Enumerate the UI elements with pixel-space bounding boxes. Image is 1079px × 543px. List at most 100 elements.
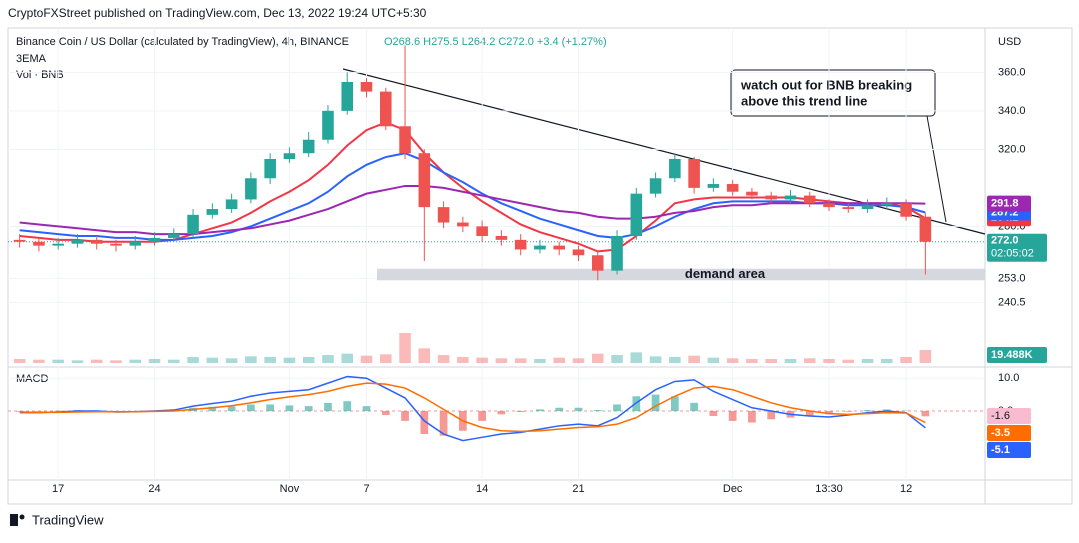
symbol: Binance Coin / US Dollar (calculated by …	[16, 36, 349, 48]
candle-body	[341, 82, 353, 111]
price-tag-label: 272.0	[991, 235, 1019, 247]
volume-bar	[52, 360, 64, 363]
volume-bar	[438, 355, 450, 363]
volume-bar	[843, 360, 855, 363]
indicator: 3EMA	[16, 53, 47, 65]
histogram-bar	[555, 408, 563, 411]
candle-body	[399, 126, 411, 153]
candle-body	[708, 184, 720, 188]
volume-bar	[515, 358, 527, 363]
candle-body	[900, 203, 912, 216]
histogram-bar	[922, 411, 930, 416]
currency: USD	[998, 36, 1021, 48]
volume-bar	[881, 359, 893, 363]
candle-body	[534, 246, 546, 250]
candle-body	[862, 205, 874, 209]
volume-bar	[534, 359, 546, 363]
candle-body	[14, 240, 26, 242]
candle-body	[226, 199, 238, 209]
demand-area-label: demand area	[685, 266, 766, 281]
x-tick-label: 17	[52, 483, 64, 495]
histogram-bar	[594, 410, 602, 411]
candle-body	[438, 207, 450, 222]
y-tick-label: 360.0	[998, 66, 1026, 78]
volume-bar	[187, 357, 199, 363]
candle-body	[322, 111, 334, 140]
histogram-bar	[305, 406, 313, 411]
histogram-bar	[343, 401, 351, 411]
y-tick-label: 320.0	[998, 143, 1026, 155]
histogram-bar	[401, 411, 409, 421]
volume-bar	[91, 360, 103, 363]
histogram-bar	[478, 411, 486, 421]
histogram-bar	[844, 411, 852, 412]
candle-body	[496, 236, 508, 240]
logo	[10, 514, 18, 526]
volume-bar	[553, 358, 565, 363]
annotation-line: watch out for BNB breaking	[740, 77, 912, 92]
x-tick-label: 24	[148, 483, 160, 495]
volume-bar	[920, 350, 932, 363]
candle-body	[843, 207, 855, 209]
x-tick-label: 21	[572, 483, 584, 495]
histogram-bar	[286, 405, 294, 411]
candle-body	[264, 159, 276, 178]
price-tag-label: -5.1	[991, 444, 1010, 456]
candle-body	[110, 244, 122, 246]
volume-bar	[207, 358, 219, 363]
candle-body	[785, 196, 797, 200]
candle-body	[52, 244, 64, 246]
candle-body	[303, 140, 315, 153]
volume-bar	[765, 359, 777, 363]
price-tag-label: 291.8	[991, 198, 1019, 210]
candle-body	[592, 255, 604, 270]
volume-bar	[611, 355, 623, 363]
histogram-bar	[575, 408, 583, 411]
volume-bar	[727, 358, 739, 363]
y-tick-label: 10.0	[998, 372, 1019, 384]
candle-body	[419, 153, 431, 207]
volume-bar	[573, 358, 585, 363]
countdown: 02:05:02	[991, 248, 1034, 260]
candle-body	[553, 246, 565, 250]
volume-bar	[496, 358, 508, 363]
histogram-bar	[382, 411, 390, 415]
candle-body	[669, 159, 681, 178]
volume-bar	[264, 357, 276, 363]
volume-bar	[862, 359, 874, 363]
histogram-bar	[710, 411, 718, 416]
y-tick-label: 253.0	[998, 272, 1026, 284]
candle-body	[149, 238, 161, 242]
volume-bar	[284, 358, 296, 363]
histogram-bar	[536, 409, 544, 411]
histogram-bar	[228, 406, 236, 411]
volume-bar	[341, 354, 353, 363]
volume-bar	[900, 357, 912, 363]
x-tick-label: Dec	[723, 483, 743, 495]
ohlc: O268.6 H275.5 L264.2 C272.0 +3.4 (+1.27%…	[384, 36, 607, 48]
volume-bar	[669, 357, 681, 363]
x-tick-label: 14	[476, 483, 488, 495]
logo	[20, 515, 25, 520]
histogram-bar	[517, 411, 525, 412]
volume-bar	[33, 360, 45, 363]
candle-body	[881, 203, 893, 205]
candle-body	[823, 203, 835, 207]
volume-bar	[688, 356, 700, 363]
x-tick-label: Nov	[280, 483, 300, 495]
histogram-bar	[864, 410, 872, 411]
demand-area	[377, 269, 985, 281]
candle-body	[457, 223, 469, 227]
candle-body	[920, 217, 932, 242]
candle-body	[611, 236, 623, 271]
candle-body	[476, 226, 488, 236]
volume-bar	[823, 359, 835, 363]
volume-tag-label: 19.488K	[991, 349, 1033, 361]
candle-body	[573, 249, 585, 255]
candle-body	[515, 240, 527, 250]
brand-name: TradingView	[32, 512, 104, 527]
histogram-bar	[266, 404, 274, 411]
candle-body	[207, 209, 219, 215]
y-tick-label: 340.0	[998, 105, 1026, 117]
candle-body	[361, 82, 373, 92]
